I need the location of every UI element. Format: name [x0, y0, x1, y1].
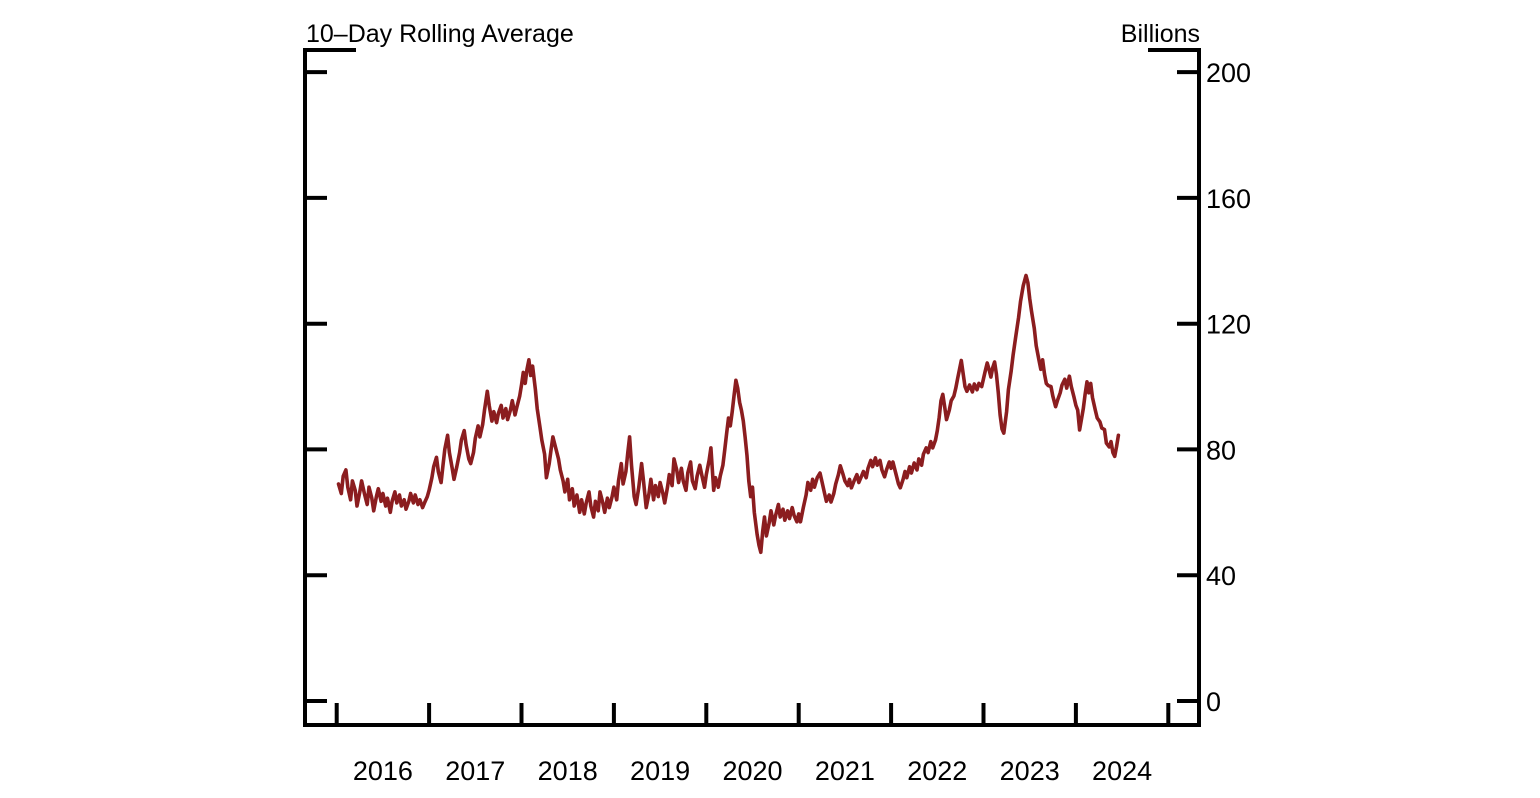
- x-tick-label: 2017: [445, 756, 505, 786]
- x-tick-label: 2024: [1092, 756, 1152, 786]
- chart-title: 10–Day Rolling Average: [306, 20, 574, 48]
- x-tick-label: 2022: [907, 756, 967, 786]
- y-tick-label: 0: [1206, 687, 1221, 717]
- x-tick-label: 2020: [722, 756, 782, 786]
- y-tick-label: 120: [1206, 310, 1251, 340]
- x-tick-label: 2021: [815, 756, 875, 786]
- x-tick-label: 2018: [538, 756, 598, 786]
- y-tick-label: 40: [1206, 561, 1236, 591]
- x-tick-label: 2023: [1000, 756, 1060, 786]
- y-axis-unit-label: Billions: [1121, 20, 1200, 48]
- y-tick-label: 80: [1206, 435, 1236, 465]
- axis-tick-labels: 0 40 80 120 160 200 2016 2017 2018 2019 2020 2021 20…: [353, 58, 1251, 786]
- data-series-line: [336, 273, 1121, 555]
- y-tick-label: 200: [1206, 58, 1251, 88]
- axes-frame-and-ticks: [303, 48, 1201, 727]
- x-tick-label: 2016: [353, 756, 413, 786]
- x-tick-label: 2019: [630, 756, 690, 786]
- y-tick-label: 160: [1206, 184, 1251, 214]
